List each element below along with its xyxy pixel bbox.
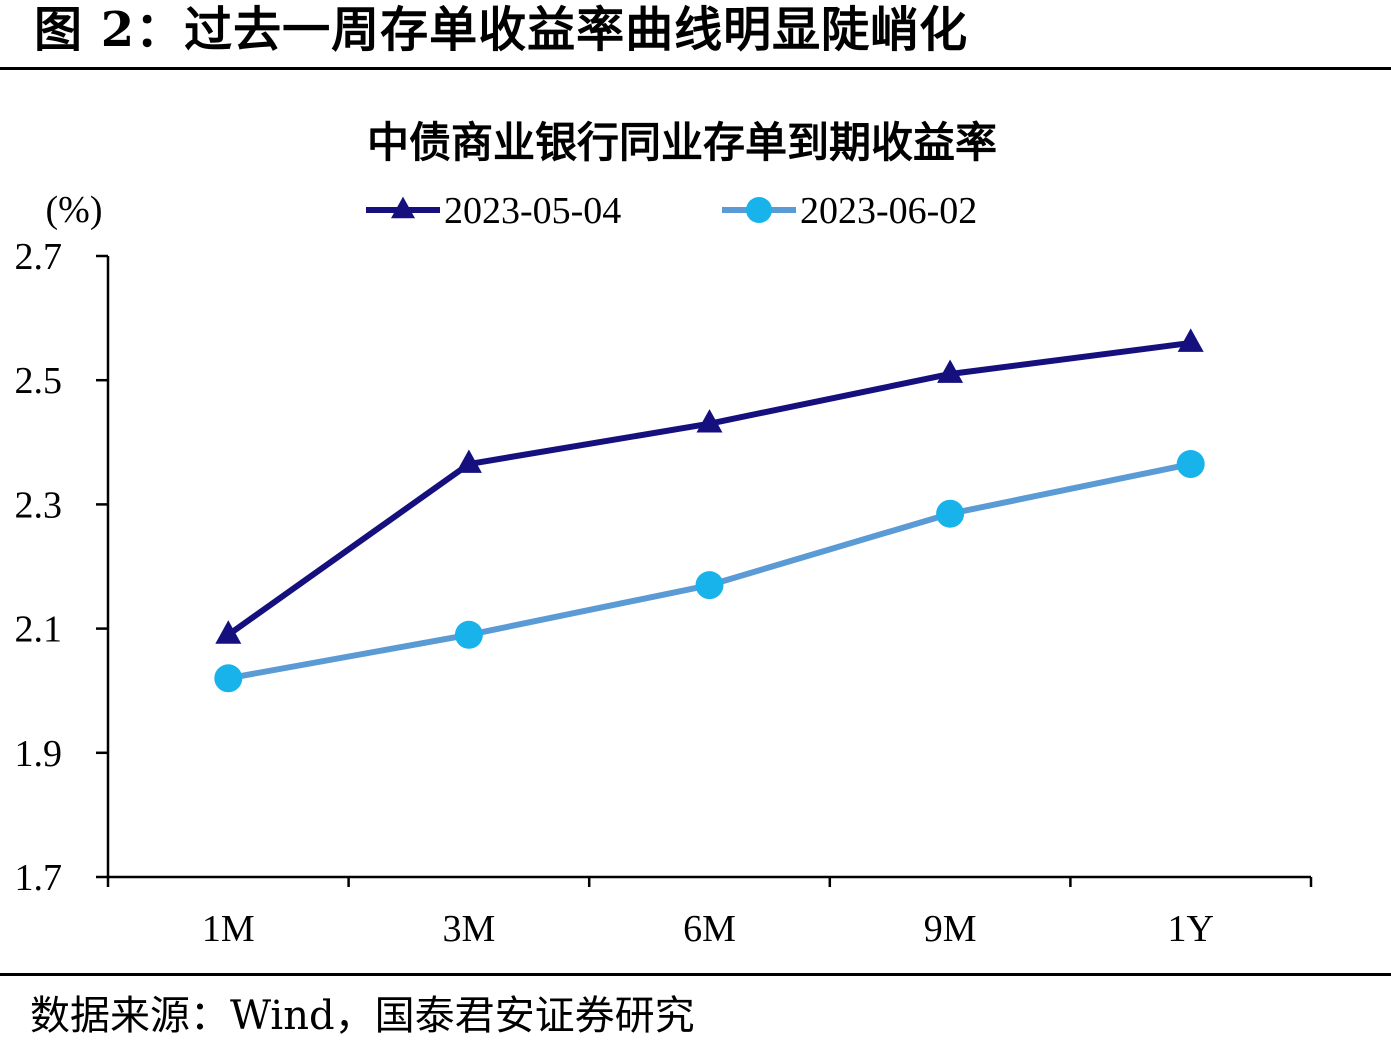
legend-label: 2023-06-02 — [800, 190, 977, 232]
series-2-point — [1176, 450, 1205, 479]
x-tick-label: 3M — [443, 908, 496, 950]
chart-title: 中债商业银行同业存单到期收益率 — [367, 118, 997, 167]
legend-item-1: 2023-05-04 — [366, 190, 621, 232]
series-1-point — [455, 449, 482, 473]
bottom-rule — [0, 973, 1391, 976]
x-tick-label: 9M — [924, 908, 977, 950]
legend-label: 2023-05-04 — [444, 190, 621, 232]
legend-circle-marker — [746, 197, 772, 223]
source-note: 数据来源：Wind，国泰君安证券研究 — [30, 993, 695, 1039]
series-2-point — [214, 664, 243, 693]
y-tick-label: 1.9 — [15, 733, 63, 775]
figure-title: 图 2：过去一周存单收益率曲线明显陡峭化 — [34, 2, 969, 58]
legend-item-2: 2023-06-02 — [722, 190, 977, 232]
y-tick-label: 1.7 — [15, 857, 63, 899]
y-tick-label: 2.7 — [15, 236, 63, 278]
axes: 1.7 1.9 2.1 2.3 2.5 2.7 1M 3M 6M 9M 1Y — [15, 236, 1313, 950]
series-2-point — [936, 499, 965, 528]
line-chart: 中债商业银行同业存单到期收益率 (%) 2023-05-04 2023-06-02… — [15, 118, 1313, 950]
series-1-point — [215, 620, 242, 644]
legend: 2023-05-04 2023-06-02 — [366, 190, 977, 232]
series-layer — [214, 328, 1205, 693]
y-tick-label: 2.1 — [15, 609, 63, 651]
series-1-point — [937, 359, 964, 383]
series-2-point — [454, 620, 483, 649]
y-axis-unit: (%) — [46, 189, 103, 231]
y-tick-label: 2.5 — [15, 360, 63, 402]
series-2 — [214, 450, 1205, 693]
series-1-point — [696, 409, 723, 433]
series-1 — [215, 328, 1204, 644]
x-tick-label: 1Y — [1167, 908, 1213, 950]
series-1-point — [1177, 328, 1204, 352]
top-rule — [0, 67, 1391, 70]
series-2-point — [695, 571, 724, 600]
y-tick-label: 2.3 — [15, 484, 63, 526]
legend-triangle-marker — [391, 196, 415, 219]
x-tick-label: 6M — [683, 908, 736, 950]
x-tick-label: 1M — [202, 908, 255, 950]
